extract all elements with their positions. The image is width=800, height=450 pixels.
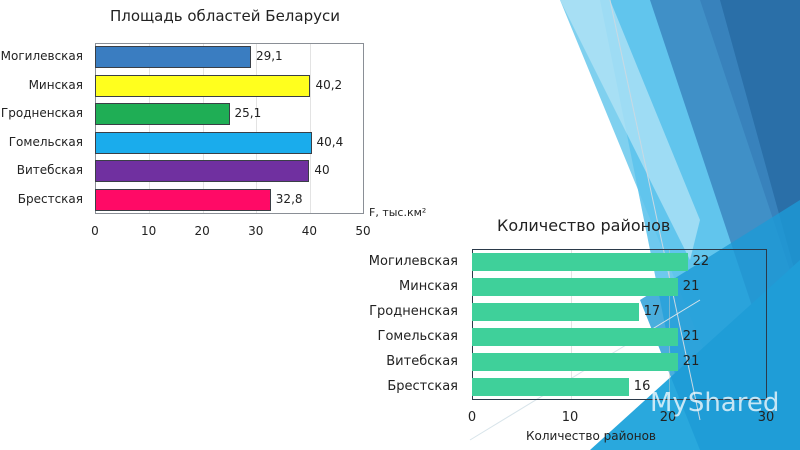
- value-label: 40: [314, 163, 330, 177]
- x-tick-label: 30: [248, 224, 264, 238]
- category-label: Витебская: [16, 163, 83, 177]
- chart1-gridline: [203, 44, 204, 213]
- chart1-title: Площадь областей Беларуси: [110, 7, 340, 25]
- value-label: 32,8: [275, 191, 303, 206]
- category-label: Могилевская: [368, 254, 458, 269]
- chart1-gridline: [149, 44, 150, 213]
- data-bar: [472, 353, 678, 371]
- data-bar: [472, 303, 639, 321]
- value-label: 40,2: [315, 77, 343, 92]
- value-label: 21: [682, 279, 700, 294]
- chart1-x-axis-label: F, тыс.км²: [369, 206, 427, 219]
- chart2-gridline: [669, 250, 670, 399]
- x-tick-label: 10: [561, 410, 579, 425]
- data-bar: [95, 160, 310, 182]
- value-label: 29,1: [255, 49, 283, 63]
- chart1-plot-area: [95, 43, 364, 214]
- data-bar: [472, 378, 629, 396]
- data-bar: [95, 103, 230, 125]
- x-tick-label: 50: [355, 224, 371, 238]
- category-label: Гомельская: [8, 134, 83, 149]
- value-label: 25,1: [234, 106, 262, 120]
- x-tick-label: 20: [194, 224, 210, 238]
- data-bar: [95, 74, 311, 97]
- category-label: Гродненская: [0, 106, 83, 120]
- chart2-plot-area: [472, 249, 767, 400]
- chart1-gridline: [256, 44, 257, 213]
- x-tick-label: 10: [140, 224, 157, 238]
- category-label: Гомельская: [377, 329, 458, 344]
- category-label: Гродненская: [369, 304, 458, 319]
- chart2-title: Количество районов: [497, 216, 671, 235]
- value-label: 40,4: [316, 134, 344, 149]
- category-label: Минская: [399, 279, 458, 294]
- x-tick-label: 0: [467, 410, 477, 425]
- value-label: 17: [643, 304, 661, 319]
- value-label: 16: [633, 379, 651, 394]
- chart2-x-axis-label: Количество районов: [526, 429, 656, 443]
- category-label: Брестская: [387, 379, 458, 394]
- data-bar: [472, 328, 678, 346]
- data-bar: [472, 253, 688, 271]
- x-tick-label: 40: [301, 224, 318, 238]
- x-tick-label: 20: [659, 410, 677, 425]
- x-tick-label: 0: [91, 224, 99, 238]
- value-label: 22: [692, 254, 710, 269]
- chart2-gridline: [571, 250, 572, 399]
- watermark: MyShared: [650, 388, 780, 418]
- category-label: Минская: [28, 77, 83, 92]
- chart1-gridline: [310, 44, 311, 213]
- value-label: 21: [682, 329, 700, 344]
- category-label: Витебская: [386, 354, 458, 369]
- data-bar: [95, 188, 271, 211]
- data-bar: [472, 278, 678, 296]
- data-bar: [95, 46, 251, 68]
- x-tick-label: 30: [757, 410, 775, 425]
- category-label: Могилевская: [0, 49, 83, 63]
- category-label: Брестская: [17, 191, 83, 206]
- value-label: 21: [682, 354, 700, 369]
- data-bar: [95, 131, 312, 154]
